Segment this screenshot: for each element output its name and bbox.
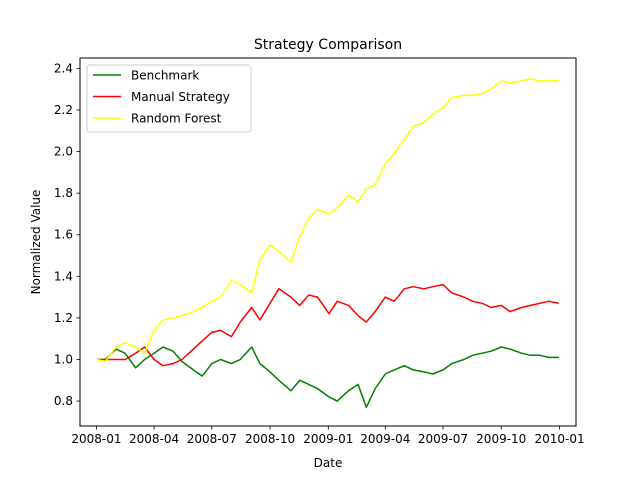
plot-area [79,57,577,427]
x-tick-label: 2009-04 [360,432,410,446]
y-tick-label: 2.2 [54,103,73,117]
series-line-random-forest [96,78,559,363]
x-tick-label: 2008-07 [187,432,237,446]
legend-label: Random Forest [131,112,222,126]
x-axis: 2008-01 2008-04 2008-07 2008-10 2009-01 2009-… [71,426,585,446]
x-tick-label: 2008-01 [71,432,121,446]
x-tick-label: 2008-10 [245,432,295,446]
y-tick-label: 0.8 [54,394,73,408]
y-tick-label: 2.4 [54,61,73,75]
y-tick-label: 1.8 [54,186,73,200]
legend-label: Manual Strategy [131,90,230,104]
y-axis-label: Normalized Value [29,190,43,295]
legend: Benchmark Manual Strategy Random Forest [86,64,252,133]
y-tick-label: 2.0 [54,145,73,159]
series-line-benchmark [97,346,559,409]
x-tick-label: 2009-07 [418,432,468,446]
y-tick-label: 1.0 [54,352,73,366]
x-tick-label: 2009-01 [303,432,353,446]
y-tick-label: 1.4 [54,269,73,283]
x-tick-label: 2009-10 [476,432,526,446]
x-tick-label: 2008-04 [129,432,179,446]
x-tick-label: 2010-01 [534,432,584,446]
chart-title: Strategy Comparison [254,37,402,53]
y-tick-label: 1.2 [54,311,73,325]
legend-label: Benchmark [131,69,199,83]
series-line-manual-strategy [97,283,560,367]
x-axis-label: Date [314,456,343,470]
series-group [96,78,560,409]
y-tick-label: 1.6 [54,228,73,242]
legend-box [86,64,252,133]
y-axis: 0.8 1.0 1.2 1.4 1.6 1.8 2.0 2.2 2.4 [54,61,80,408]
